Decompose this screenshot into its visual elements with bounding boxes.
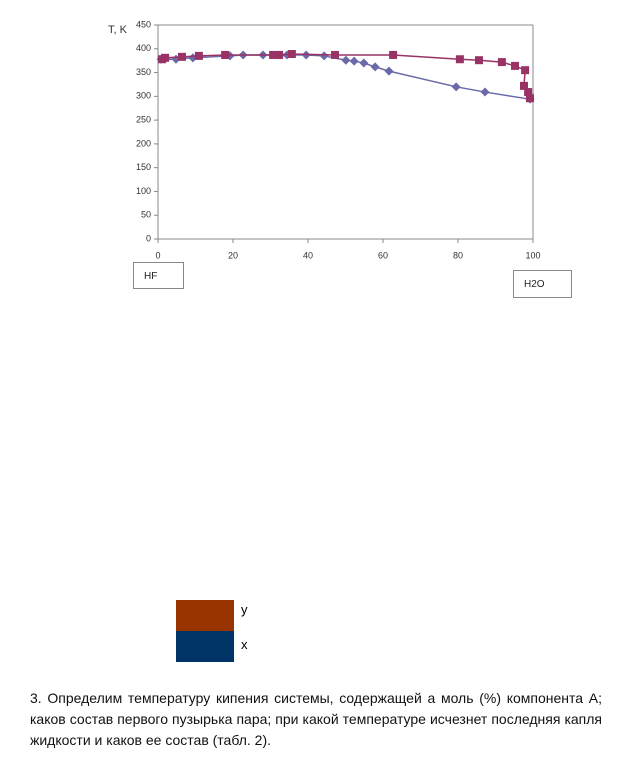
point <box>384 66 394 76</box>
point <box>178 52 186 61</box>
y-tick-label: 50 <box>141 210 151 220</box>
point <box>526 94 534 103</box>
point <box>275 50 284 59</box>
chart: T, K 0 50 100 150 200 250 300 350 400 450 0 20 40 60 8… <box>108 19 541 260</box>
y-tick-label: 300 <box>136 91 151 101</box>
point <box>389 50 398 59</box>
y-axis-label: T, K <box>108 24 128 36</box>
point <box>341 55 351 65</box>
point <box>480 87 490 97</box>
legend-label: y <box>241 602 248 617</box>
point <box>524 88 533 97</box>
x-tick-label: 20 <box>228 250 238 260</box>
y-tick-label: 150 <box>136 162 151 172</box>
point <box>331 50 339 59</box>
y-tick-label: 450 <box>136 19 151 29</box>
point <box>359 58 369 68</box>
point <box>497 58 506 67</box>
point <box>451 82 461 92</box>
point <box>319 51 329 61</box>
point <box>370 62 380 72</box>
x-tick-label: 40 <box>303 250 313 260</box>
point <box>475 56 483 65</box>
y-tick-label: 0 <box>146 233 151 243</box>
y-tick-label: 350 <box>136 67 151 77</box>
legend-label: x <box>241 637 248 652</box>
legend-swatch <box>176 600 234 631</box>
x-tick-label: 80 <box>453 250 463 260</box>
x-tick-label: 0 <box>155 250 160 260</box>
x-tick-label: 60 <box>378 250 388 260</box>
point <box>349 56 359 66</box>
axis-box-right: H2O <box>513 270 572 298</box>
y-tick-label: 100 <box>136 186 151 196</box>
point <box>161 53 170 62</box>
point <box>269 50 278 59</box>
point <box>194 51 203 60</box>
x-tick-label: 100 <box>525 250 540 260</box>
axis-box-left: HF <box>133 262 184 289</box>
point <box>520 81 528 90</box>
point <box>287 50 296 59</box>
point <box>455 55 464 64</box>
point <box>221 50 230 59</box>
paragraph: 3. Определим температуру кипения системы… <box>30 690 602 748</box>
point <box>511 61 519 70</box>
y-tick-label: 400 <box>136 43 151 53</box>
legend-swatch <box>176 631 234 662</box>
y-tick-label: 250 <box>136 114 151 124</box>
y-tick-label: 200 <box>136 138 151 148</box>
point <box>521 66 530 75</box>
